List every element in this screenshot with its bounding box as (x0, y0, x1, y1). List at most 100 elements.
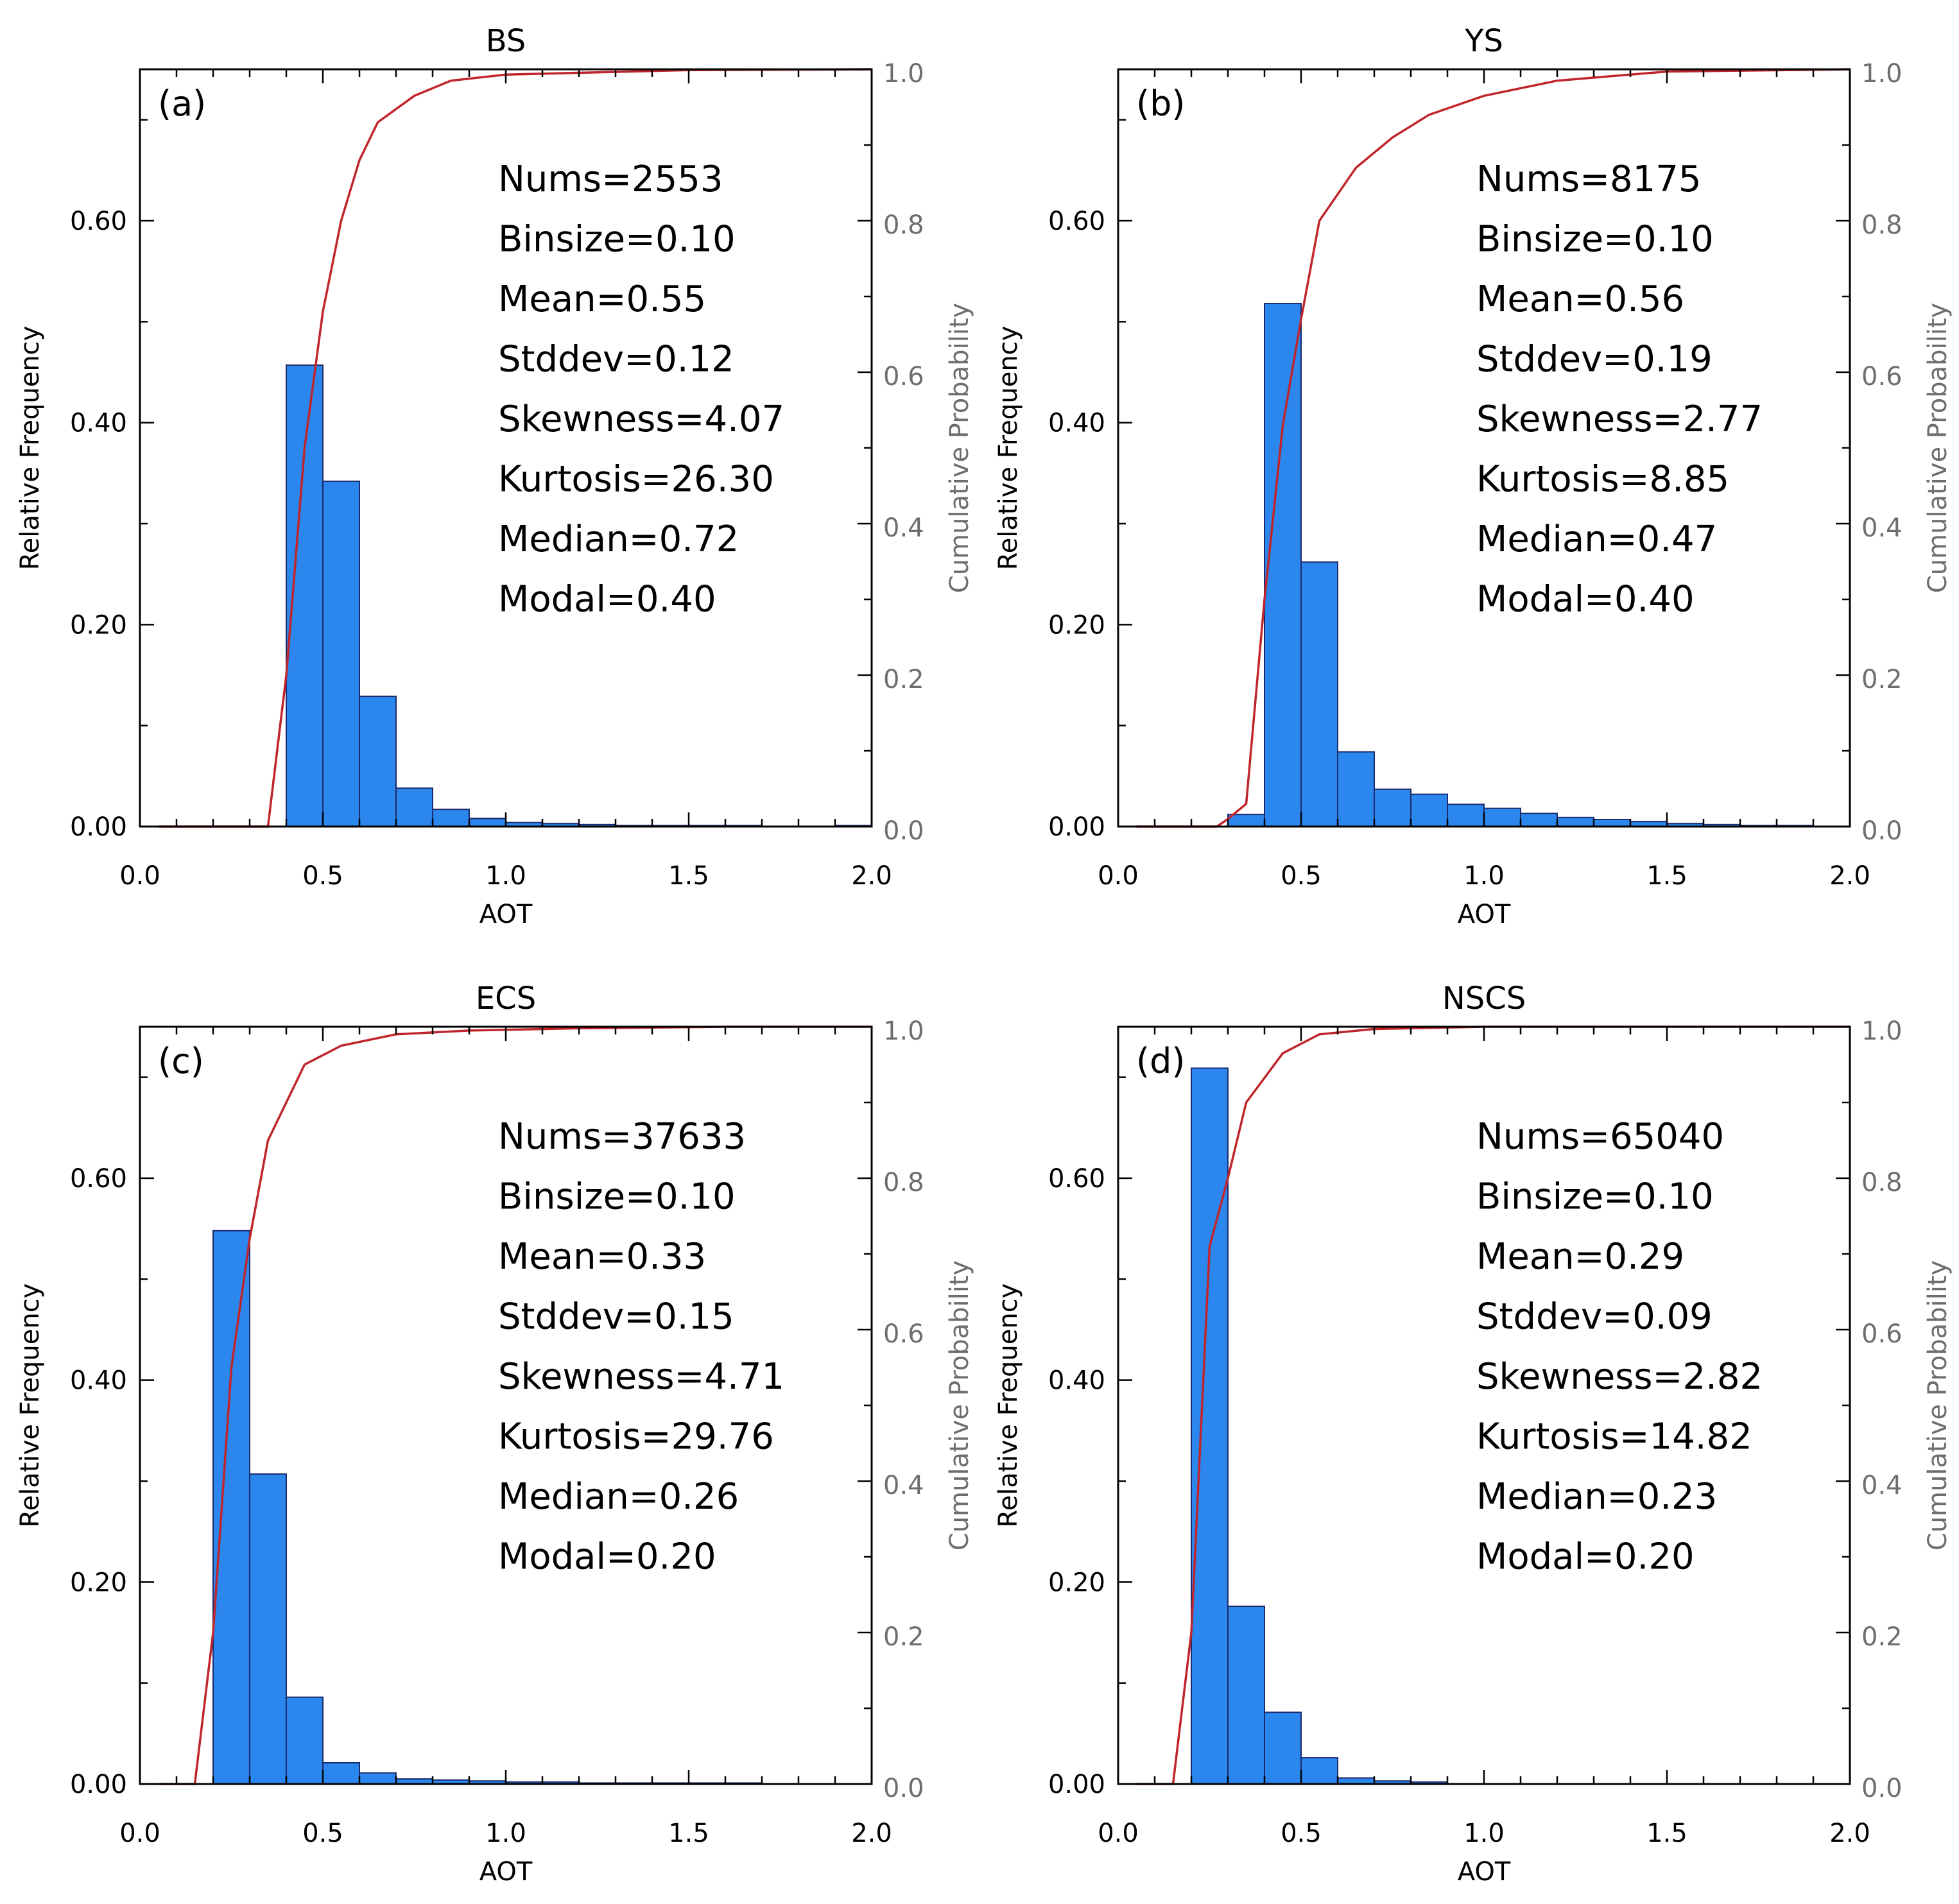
histogram-bar-4 (1300, 1757, 1338, 1785)
histogram-bar-1 (1227, 814, 1265, 827)
y-tick-label: 0.40 (1048, 1366, 1105, 1396)
y2-tick-label: 0.0 (1861, 816, 1903, 846)
x-tick-label: 0.0 (1098, 861, 1139, 891)
chart-title: ECS (476, 981, 536, 1016)
y2-axis-title: Cumulative Probability (1923, 1260, 1953, 1550)
histogram-bar-4 (1337, 751, 1375, 828)
statistic-text: Skewness=4.07 (498, 399, 784, 440)
y-tick-label: 0.20 (1048, 610, 1105, 640)
y-axis-title: Relative Frequency (994, 1283, 1023, 1528)
histogram-bar-3 (1264, 1711, 1302, 1785)
y2-tick-label: 0.2 (1861, 665, 1903, 694)
statistic-text: Mean=0.56 (1476, 279, 1684, 320)
y2-tick-label: 0.0 (1861, 1774, 1903, 1803)
x-tick-label: 0.0 (119, 1819, 160, 1848)
y2-tick-label: 0.6 (883, 1319, 924, 1349)
y2-tick-label: 0.2 (883, 665, 924, 694)
statistic-text: Median=0.26 (498, 1476, 739, 1518)
x-tick-label: 0.0 (119, 861, 160, 891)
y2-tick-label: 0.6 (1861, 362, 1903, 391)
y2-tick-label: 0.6 (1861, 1319, 1903, 1349)
y2-tick-label: 0.4 (1861, 513, 1903, 543)
histogram-bar-9 (1520, 812, 1558, 827)
y2-tick-label: 0.2 (883, 1622, 924, 1652)
statistic-text: Modal=0.40 (1476, 579, 1695, 621)
histogram-bar-4 (395, 787, 433, 828)
y-axis-title: Relative Frequency (15, 1283, 45, 1528)
y2-tick-label: 0.8 (1861, 210, 1903, 240)
statistic-text: Stddev=0.15 (498, 1296, 734, 1338)
statistic-text: Mean=0.33 (498, 1236, 706, 1278)
statistic-text: Median=0.72 (498, 519, 739, 560)
statistic-text: Mean=0.55 (498, 279, 706, 320)
y2-tick-label: 1.0 (883, 59, 924, 89)
y2-tick-label: 1.0 (1861, 59, 1903, 89)
histogram-bar-2 (322, 480, 360, 827)
statistic-text: Nums=8175 (1476, 159, 1702, 200)
chart-title: YS (1464, 23, 1503, 59)
chart-panel-4: 0.0 0.5 1.0 1.5 2.0 0.00 0.20 0.40 0.60 0.0 0.2 0.4… (994, 981, 1953, 1887)
statistic-text: Stddev=0.19 (1476, 339, 1713, 381)
x-tick-label: 2.0 (851, 861, 892, 891)
y2-tick-label: 1.0 (883, 1016, 924, 1046)
y-tick-label: 0.60 (1048, 1164, 1105, 1194)
y2-tick-label: 0.2 (1861, 1622, 1903, 1652)
cumulative-probability-line (1136, 68, 1851, 828)
y2-axis-title: Cumulative Probability (945, 303, 974, 593)
x-tick-label: 0.5 (1281, 861, 1322, 891)
y2-tick-label: 1.0 (1861, 1016, 1903, 1046)
x-tick-label: 2.0 (1829, 1819, 1870, 1848)
y-axis-title: Relative Frequency (15, 326, 45, 570)
statistic-text: Median=0.47 (1476, 519, 1717, 560)
y2-tick-label: 0.4 (1861, 1471, 1903, 1500)
x-tick-label: 1.5 (668, 861, 709, 891)
histogram-bar-3 (286, 1696, 324, 1785)
y-tick-label: 0.20 (70, 610, 127, 640)
y-tick-label: 0.20 (1048, 1568, 1105, 1597)
x-tick-label: 0.5 (302, 861, 343, 891)
statistic-text: Stddev=0.12 (498, 339, 734, 381)
statistic-text: Skewness=4.71 (498, 1356, 784, 1398)
y2-axis-title: Cumulative Probability (945, 1260, 974, 1550)
histogram-bar-10 (1557, 816, 1594, 827)
panel-label: (a) (158, 83, 206, 124)
y-tick-label: 0.00 (1048, 1770, 1105, 1799)
x-tick-label: 2.0 (851, 1819, 892, 1848)
x-tick-label: 0.5 (302, 1819, 343, 1848)
histogram-bar-5 (359, 1772, 397, 1785)
histogram-bar-1 (1191, 1067, 1229, 1785)
x-tick-label: 1.0 (485, 1819, 526, 1848)
y2-tick-label: 0.8 (883, 1168, 924, 1197)
histogram-bar-3 (359, 696, 397, 828)
x-axis-title: AOT (1458, 1857, 1511, 1887)
y2-tick-label: 0.4 (883, 513, 924, 543)
statistic-text: Skewness=2.77 (1476, 399, 1763, 440)
y-tick-label: 0.60 (1048, 207, 1105, 236)
x-tick-label: 1.5 (1646, 1819, 1687, 1848)
y-tick-label: 0.00 (1048, 812, 1105, 842)
y2-tick-label: 0.4 (883, 1471, 924, 1500)
histogram-bar-6 (469, 818, 506, 827)
statistic-text: Median=0.23 (1476, 1476, 1717, 1518)
statistic-text: Nums=2553 (498, 159, 723, 200)
statistic-text: Modal=0.20 (1476, 1536, 1695, 1578)
x-tick-label: 1.5 (1646, 861, 1687, 891)
histogram-bar-4 (322, 1762, 360, 1785)
statistic-text: Stddev=0.09 (1476, 1296, 1713, 1338)
chart-panel-2: 0.0 0.5 1.0 1.5 2.0 0.00 0.20 0.40 0.60 0.0 0.2 0.4… (994, 23, 1953, 929)
histogram-bar-1 (212, 1230, 250, 1785)
x-tick-label: 1.0 (1463, 1819, 1505, 1848)
panel-label: (b) (1136, 83, 1185, 124)
x-tick-label: 1.0 (485, 861, 526, 891)
histogram-bar-7 (1447, 803, 1485, 828)
y2-axis-title: Cumulative Probability (1923, 303, 1953, 593)
y-tick-label: 0.40 (70, 1366, 127, 1396)
statistic-text: Kurtosis=26.30 (498, 459, 774, 501)
statistic-text: Kurtosis=8.85 (1476, 459, 1729, 501)
y-tick-label: 0.60 (70, 1164, 127, 1194)
histogram-bar-5 (1374, 788, 1411, 827)
panel-label: (d) (1136, 1041, 1185, 1081)
histogram-bar-2 (249, 1473, 287, 1785)
statistic-text: Binsize=0.10 (1476, 1176, 1714, 1218)
